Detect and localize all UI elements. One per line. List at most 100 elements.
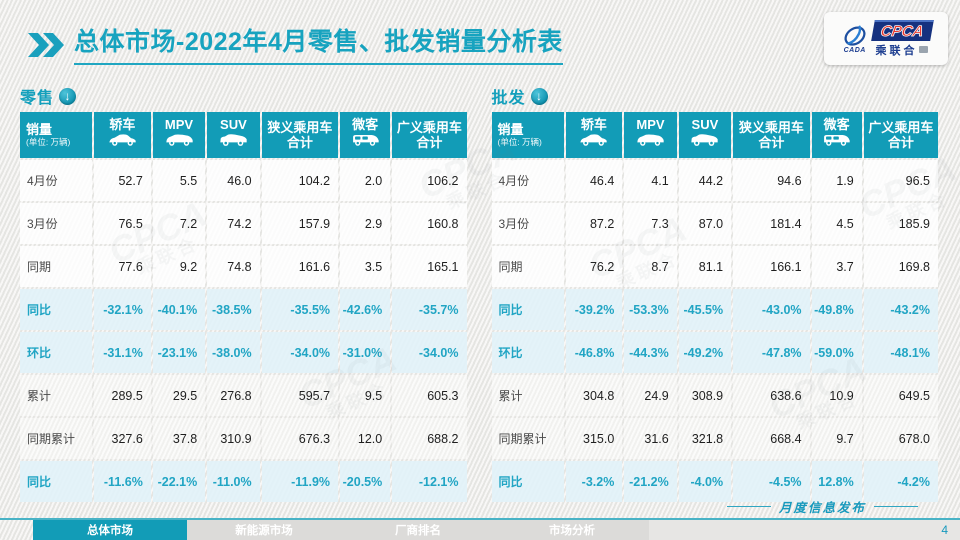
data-cell: 104.2 <box>261 160 339 201</box>
data-cell: 304.8 <box>565 375 623 416</box>
bottom-tab-bar: 总体市场 新能源市场 厂商排名 市场分析 <box>0 520 960 540</box>
data-cell: -43.2% <box>863 289 938 330</box>
row-label: 同期 <box>20 246 93 287</box>
data-cell: 181.4 <box>733 203 810 244</box>
retail-table-section: 零售 ↓ 销量 (单位: 万辆) 轿车 MPV SUV 狭义乘用车 合计 微客 广义乘用车 合计 4… <box>20 84 467 502</box>
page-title-prefix: 总体市场 <box>74 28 177 56</box>
suv-car-icon <box>689 133 720 152</box>
data-cell: -3.2% <box>565 461 623 502</box>
data-cell: 9.2 <box>152 246 206 287</box>
row-label: 同期 <box>491 246 564 287</box>
data-cell: 2.9 <box>340 203 391 244</box>
data-cell: -49.2% <box>678 332 732 373</box>
data-cell: 676.3 <box>261 418 339 459</box>
column-header: 轿车 <box>94 112 151 158</box>
data-cell: -34.0% <box>261 332 339 373</box>
data-cell: 77.6 <box>94 246 151 287</box>
data-cell: 1.9 <box>811 160 862 201</box>
column-header: 广义乘用车 合计 <box>392 112 467 158</box>
data-cell: 94.6 <box>733 160 810 201</box>
row-label: 同比 <box>491 289 564 330</box>
data-cell: -53.3% <box>624 289 677 330</box>
data-cell: 3.5 <box>340 246 391 287</box>
data-cell: -4.2% <box>863 461 938 502</box>
data-cell: 44.2 <box>678 160 732 201</box>
column-header: MPV <box>152 112 206 158</box>
column-header: 微客 <box>811 112 862 158</box>
sedan-car-icon <box>107 133 138 152</box>
data-cell: 169.8 <box>863 246 938 287</box>
data-cell: 46.0 <box>207 160 260 201</box>
data-cell: 9.5 <box>340 375 391 416</box>
row-label: 3月份 <box>20 203 93 244</box>
tables-area: 零售 ↓ 销量 (单位: 万辆) 轿车 MPV SUV 狭义乘用车 合计 微客 广义乘用车 合计 4… <box>20 84 938 502</box>
page-title: 总体市场-2022年4月零售、批发销量分析表 <box>74 22 563 65</box>
column-header: SUV <box>678 112 732 158</box>
data-cell: 24.9 <box>624 375 677 416</box>
data-cell: 87.0 <box>678 203 732 244</box>
data-cell: 4.5 <box>811 203 862 244</box>
column-header: SUV <box>207 112 260 158</box>
data-cell: 87.2 <box>565 203 623 244</box>
data-cell: 315.0 <box>565 418 623 459</box>
data-cell: 7.2 <box>152 203 206 244</box>
data-cell: 161.6 <box>261 246 339 287</box>
data-cell: 76.2 <box>565 246 623 287</box>
data-cell: -43.0% <box>733 289 810 330</box>
footer-tab[interactable]: 厂商排名 <box>341 520 495 540</box>
row-label: 同比 <box>491 461 564 502</box>
data-cell: 9.7 <box>811 418 862 459</box>
data-cell: 37.8 <box>152 418 206 459</box>
data-cell: 308.9 <box>678 375 732 416</box>
data-cell: 46.4 <box>565 160 623 201</box>
logo-mini-icon <box>919 46 929 53</box>
footer-divider-line <box>0 518 960 520</box>
data-cell: -20.5% <box>340 461 391 502</box>
column-header: MPV <box>624 112 677 158</box>
data-cell: 2.0 <box>340 160 391 201</box>
column-header: 广义乘用车 合计 <box>863 112 938 158</box>
row-label: 同比 <box>20 289 93 330</box>
cpca-logo: CADA CPCA 乘联合 <box>824 12 948 65</box>
data-cell: 96.5 <box>863 160 938 201</box>
data-cell: -34.0% <box>392 332 467 373</box>
column-header-sales: 销量 (单位: 万辆) <box>20 112 93 158</box>
page-number: 4 <box>941 523 948 537</box>
data-cell: -45.5% <box>678 289 732 330</box>
double-chevron-icon <box>28 32 64 57</box>
emblem-caption: CADA <box>843 46 866 54</box>
data-cell: -4.0% <box>678 461 732 502</box>
data-cell: 649.5 <box>863 375 938 416</box>
row-label: 同期累计 <box>491 418 564 459</box>
wholesale-section-label: 批发 <box>491 90 526 107</box>
data-cell: -32.1% <box>94 289 151 330</box>
data-cell: 74.2 <box>207 203 260 244</box>
row-label: 累计 <box>491 375 564 416</box>
row-label: 3月份 <box>491 203 564 244</box>
data-cell: 688.2 <box>392 418 467 459</box>
row-label: 同期累计 <box>20 418 93 459</box>
data-cell: -38.0% <box>207 332 260 373</box>
data-cell: 74.8 <box>207 246 260 287</box>
column-header: 狭义乘用车 合计 <box>261 112 339 158</box>
data-cell: 8.7 <box>624 246 677 287</box>
data-cell: -4.5% <box>733 461 810 502</box>
page-title-rest: -2022年4月零售、批发销量分析表 <box>176 28 563 56</box>
data-cell: 321.8 <box>678 418 732 459</box>
data-cell: 7.3 <box>624 203 677 244</box>
footer-tab[interactable]: 总体市场 <box>33 520 187 540</box>
footer-tab[interactable]: 新能源市场 <box>187 520 341 540</box>
logo-cn-name: 乘联合 <box>875 44 918 57</box>
data-cell: -35.7% <box>392 289 467 330</box>
mpv-car-icon <box>164 133 195 152</box>
data-cell: 157.9 <box>261 203 339 244</box>
data-cell: -39.2% <box>565 289 623 330</box>
data-cell: -40.1% <box>152 289 206 330</box>
data-cell: -49.8% <box>811 289 862 330</box>
data-cell: 185.9 <box>863 203 938 244</box>
footer-tab[interactable]: 市场分析 <box>495 520 649 540</box>
data-cell: -31.0% <box>340 332 391 373</box>
left-dash <box>726 506 771 507</box>
row-label: 同比 <box>20 461 93 502</box>
